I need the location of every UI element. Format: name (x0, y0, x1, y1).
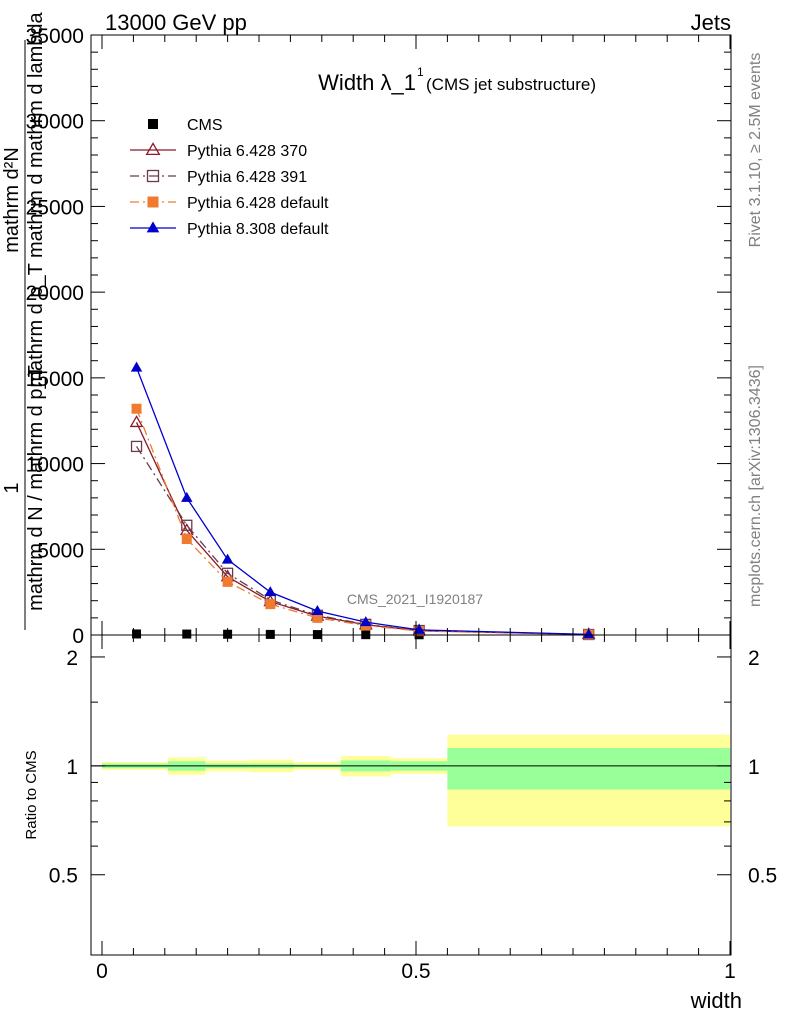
y-tick-label: 35000 (26, 25, 84, 48)
data-point (222, 576, 233, 587)
data-point (130, 361, 143, 372)
y-label-derivative-denominator: mathrm d p_T mathrm d mathrm d lambda (25, 11, 47, 387)
main-y-axis-label: 1 mathrm d N / mathrm d p_T mathrm d²N m… (1, 11, 47, 630)
ratio-y-tick-label-right: 1 (748, 756, 760, 779)
rivet-label: Rivet 3.1.10, ≥ 2.5M events (747, 53, 764, 248)
data-point (146, 221, 160, 233)
y-tick-label: 5000 (37, 539, 84, 562)
ratio-y-tick-label-right: 0.5 (748, 865, 777, 888)
main-y-ticks: 0 5000 10000 15000 20000 25000 30000 35000 (26, 25, 731, 648)
main-marks (129, 361, 596, 641)
ratio-bands (91, 734, 731, 827)
series-line (135, 446, 589, 636)
legend-label: Pythia 8.308 default (187, 221, 329, 238)
y-label-fraction-numerator: 1 (1, 482, 23, 493)
x-axis-label: width (690, 988, 742, 1013)
mcplots-label: mcplots.cern.ch [arXiv:1306.3436] (747, 365, 764, 607)
data-point (582, 628, 595, 639)
legend-label: Pythia 6.428 default (187, 195, 329, 212)
data-point (129, 415, 144, 428)
y-tick-label: 10000 (26, 454, 84, 477)
ratio-x-ticks: 0 0.5 1 (96, 635, 736, 983)
data-point (181, 491, 193, 502)
data-point (311, 605, 324, 615)
data-point (221, 553, 234, 564)
y-label-fraction-denominator: mathrm d N / mathrm d p_T (25, 365, 47, 611)
x-tick-label: 0.5 (401, 960, 430, 983)
data-point (147, 196, 159, 208)
y-tick-label: 0 (72, 625, 84, 648)
y-tick-label: 25000 (26, 196, 84, 219)
ratio-y-axis-label: Ratio to CMS (23, 750, 40, 839)
data-point (265, 599, 276, 610)
data-point (264, 586, 277, 597)
energy-label: 13000 GeV pp (105, 10, 247, 35)
series-line (135, 408, 589, 636)
ratio-panel: 0.5 0.51 12 2 0 0.5 1 Ratio to CMS width (23, 634, 777, 1013)
y-tick-label: 30000 (26, 111, 84, 134)
data-point (131, 403, 142, 414)
legend-label: Pythia 6.428 391 (187, 169, 307, 186)
y-tick-label: 15000 (26, 368, 84, 391)
data-point (145, 142, 161, 156)
legend-label: CMS (187, 117, 223, 134)
data-point (181, 534, 192, 544)
analysis-watermark: CMS_2021_I1920187 (347, 591, 483, 607)
data-point (181, 519, 193, 531)
data-point (130, 440, 143, 453)
chart-subtitle: (CMS jet substructure) (426, 75, 596, 94)
data-point (312, 612, 323, 623)
series-pythia-6-428-391 (130, 440, 595, 641)
series-cms (132, 629, 594, 640)
data-point (265, 629, 275, 639)
data-point (182, 629, 192, 639)
series-line (135, 367, 589, 636)
legend-label: Pythia 6.428 370 (187, 143, 307, 160)
ratio-frame (90, 634, 732, 956)
legend: CMS Pythia 6.428 370 Pythia 6.428 391 Pythi… (130, 117, 329, 238)
ratio-y-tick-label: 0.5 (49, 865, 78, 888)
x-tick-label: 0 (96, 960, 108, 983)
main-x-ticks (101, 35, 731, 635)
data-point (360, 616, 372, 627)
main-panel: 0 5000 10000 15000 20000 25000 30000 35000 Widt… (1, 11, 732, 648)
ratio-y-tick-label: 1 (66, 756, 78, 779)
data-point (132, 629, 142, 639)
chart-title-superscript: 1 (417, 65, 424, 79)
ratio-y-tick-label: 2 (66, 647, 78, 670)
y-tick-label: 20000 (26, 282, 84, 305)
ratio-stat-band (447, 748, 730, 790)
ratio-y-tick-label-right: 2 (748, 647, 760, 670)
data-point (146, 169, 160, 183)
chart-title: Width λ_1 (318, 70, 416, 95)
process-label: Jets (691, 10, 731, 35)
data-point (148, 119, 158, 129)
ratio-y-ticks: 0.5 0.5 1 1 2 2 (49, 647, 777, 888)
x-tick-label: 1 (724, 960, 736, 983)
y-label-derivative-numerator: mathrm d²N (1, 147, 23, 253)
